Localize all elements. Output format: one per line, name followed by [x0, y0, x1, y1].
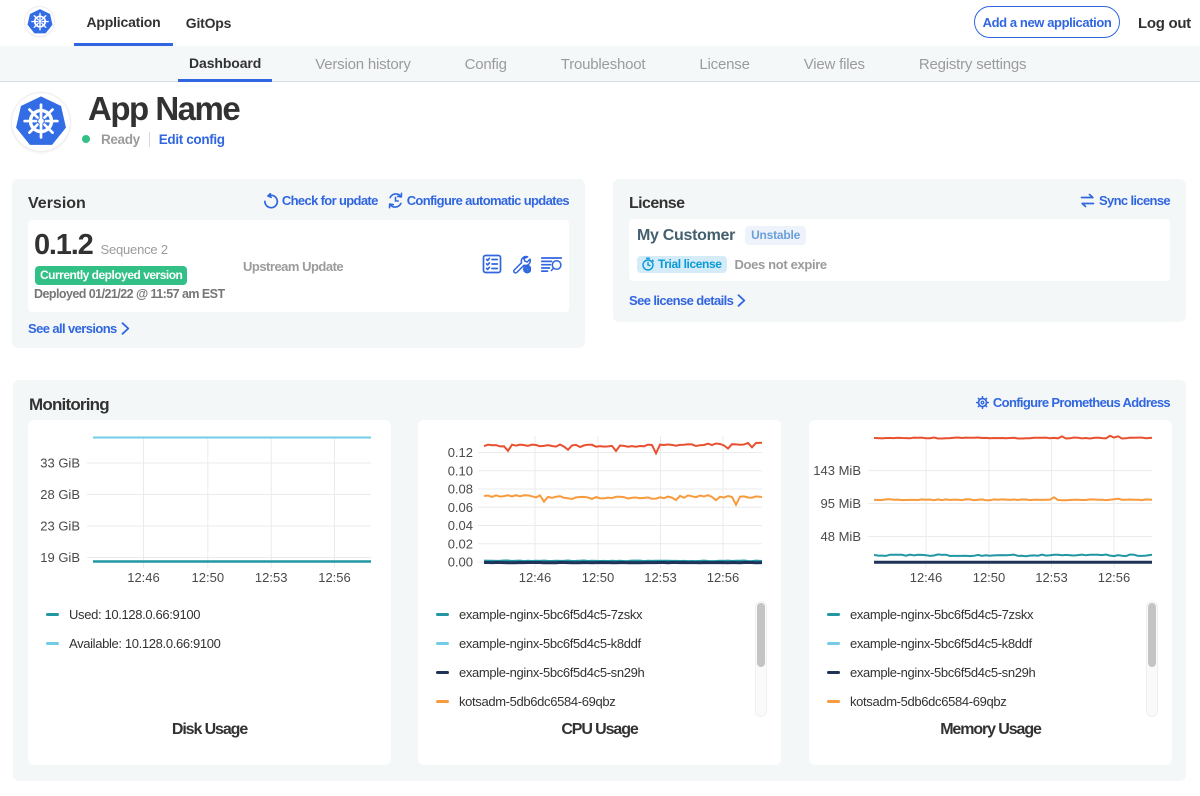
svg-text:143 MiB: 143 MiB	[813, 463, 861, 478]
svg-text:12:56: 12:56	[707, 570, 740, 585]
svg-text:95 MiB: 95 MiB	[821, 496, 861, 511]
svg-text:12:53: 12:53	[1035, 570, 1068, 585]
svg-text:28 GiB: 28 GiB	[40, 487, 80, 502]
svg-text:12:53: 12:53	[255, 570, 288, 585]
svg-text:23 GiB: 23 GiB	[40, 519, 80, 534]
svg-text:12:50: 12:50	[973, 570, 1006, 585]
svg-text:12:50: 12:50	[192, 570, 225, 585]
svg-text:0.04: 0.04	[448, 518, 473, 533]
svg-text:0.06: 0.06	[448, 500, 473, 515]
svg-text:12:46: 12:46	[519, 570, 552, 585]
svg-text:12:46: 12:46	[127, 570, 160, 585]
svg-text:19 GiB: 19 GiB	[40, 550, 80, 565]
svg-text:12:50: 12:50	[582, 570, 615, 585]
svg-text:0.02: 0.02	[448, 536, 473, 551]
svg-text:0.08: 0.08	[448, 482, 473, 497]
svg-text:12:53: 12:53	[644, 570, 677, 585]
svg-text:12:46: 12:46	[910, 570, 943, 585]
svg-text:0.00: 0.00	[448, 555, 473, 570]
svg-text:33 GiB: 33 GiB	[40, 456, 80, 471]
svg-text:48 MiB: 48 MiB	[821, 529, 861, 544]
svg-text:12:56: 12:56	[1098, 570, 1131, 585]
svg-text:0.12: 0.12	[448, 445, 473, 460]
svg-text:0.10: 0.10	[448, 463, 473, 478]
svg-text:12:56: 12:56	[318, 570, 351, 585]
